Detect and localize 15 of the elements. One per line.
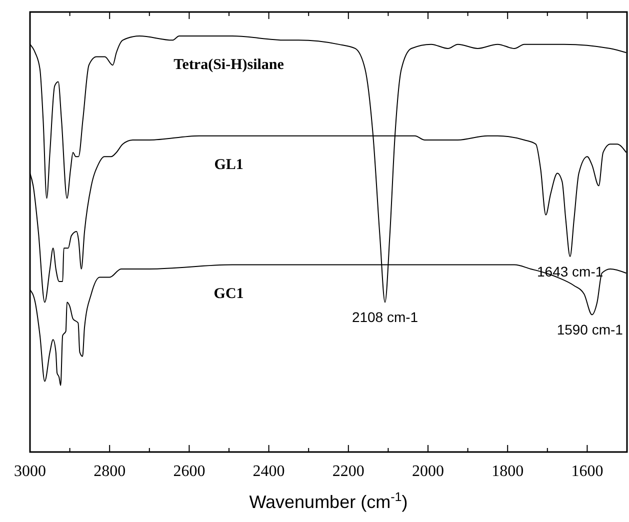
x-tick-label: 2600 (173, 463, 206, 480)
x-tick-label: 2800 (94, 463, 126, 480)
x-tick-label: 2200 (332, 463, 364, 480)
x-axis-title: Wavenumber (cm$^{-1}$) (249, 490, 408, 512)
x-tick-label: 1600 (571, 463, 604, 480)
annotation: 2108 cm-1 (352, 309, 418, 326)
x-tick-label: 2400 (252, 463, 285, 480)
annotation: 1590 cm-1 (556, 322, 624, 338)
x-tick-label: 1800 (492, 463, 524, 480)
x-tick-label: 3000 (14, 463, 46, 480)
series-label: Tetra(Si-H)silane (174, 57, 284, 73)
series-label: GL1 (214, 156, 244, 173)
series-label: GC1 (214, 286, 244, 302)
annotation: 1643 cm-1 (537, 263, 604, 280)
x-tick-label: 2000 (412, 463, 444, 480)
